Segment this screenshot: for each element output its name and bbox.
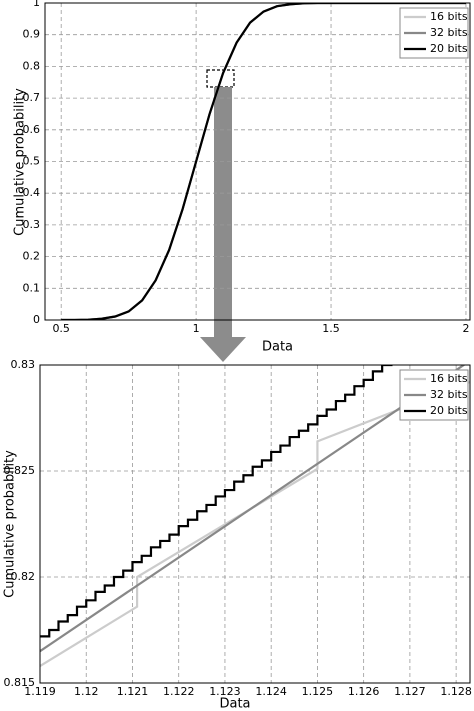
x-tick-label: 0.5: [52, 322, 70, 335]
y-tick-label: 0.8: [23, 59, 41, 72]
legend: 16 bits 32 bits 20 bits: [399, 7, 469, 59]
x-tick-label: 1.119: [24, 685, 56, 698]
plot-frame: [39, 364, 471, 684]
y-tick-label: 0.5: [23, 155, 41, 168]
x-tick-label: 2: [462, 322, 469, 335]
series-line: [40, 365, 393, 638]
series-line: [40, 380, 470, 667]
x-tick-label: 1.12: [74, 685, 99, 698]
legend-label: 16 bits: [430, 372, 468, 385]
series-line: [61, 3, 466, 320]
series-line: [40, 365, 466, 653]
y-tick-label: 0.825: [4, 464, 36, 477]
y-tick-label: 0.4: [23, 186, 41, 199]
legend-label: 20 bits: [430, 404, 468, 417]
y-tick-label: 0.83: [11, 358, 36, 371]
zoom-arrow: [200, 87, 246, 362]
y-tick-label: 0.7: [23, 91, 41, 104]
y-tick-label: 1: [33, 0, 40, 9]
legend-label: 16 bits: [430, 10, 468, 23]
y-tick-label: 0.9: [23, 28, 41, 41]
legend-label: 32 bits: [430, 26, 468, 39]
x-tick-label: 1: [193, 322, 200, 335]
y-tick-label: 0.6: [23, 123, 41, 136]
x-tick-label: 1.122: [163, 685, 195, 698]
y-tick-label: 0.3: [23, 218, 41, 231]
y-tick-label: 0.82: [11, 570, 36, 583]
y-tick-label: 0.1: [23, 281, 41, 294]
legend-label: 32 bits: [430, 388, 468, 401]
y-axis-label: Cumulative probability: [13, 88, 28, 236]
y-axis-label: Cumulative probability: [3, 450, 18, 598]
x-tick-label: 1.121: [117, 685, 149, 698]
legend: 16 bits 32 bits 20 bits: [399, 369, 469, 421]
x-axis-label: Data: [219, 697, 250, 711]
legend-label: 20 bits: [430, 42, 468, 55]
x-tick-label: 1.5: [322, 322, 340, 335]
x-tick-label: 1.128: [440, 685, 472, 698]
x-tick-label: 1.126: [348, 685, 380, 698]
x-tick-label: 1.123: [209, 685, 241, 698]
y-tick-label: 0: [33, 313, 40, 326]
x-tick-label: 1.127: [394, 685, 426, 698]
y-tick-label: 0.815: [4, 676, 36, 689]
x-axis-label: Data: [262, 340, 293, 355]
x-tick-label: 1.124: [255, 685, 287, 698]
plot-frame: [44, 2, 471, 321]
x-tick-label: 1.125: [302, 685, 334, 698]
y-tick-label: 0.2: [23, 250, 41, 263]
